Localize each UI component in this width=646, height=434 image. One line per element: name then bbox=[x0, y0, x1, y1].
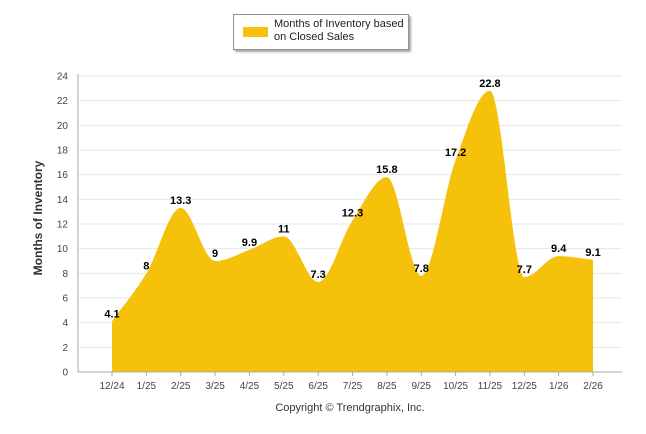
y-tick-22: 22 bbox=[57, 96, 69, 107]
y-tick-4: 4 bbox=[62, 318, 68, 329]
y-tick-18: 18 bbox=[57, 146, 69, 157]
data-label: 11 bbox=[278, 223, 290, 235]
x-tick-label: 6/25 bbox=[308, 381, 328, 392]
x-tick-label: 8/25 bbox=[377, 381, 397, 392]
y-tick-12: 12 bbox=[57, 220, 69, 231]
data-label: 17.2 bbox=[445, 147, 466, 159]
x-tick-labels: 12/24 1/25 2/25 3/25 4/25 5/25 6/25 7/25 8/25 9/2… bbox=[99, 381, 603, 392]
data-label: 7.3 bbox=[311, 269, 326, 281]
y-tick-20: 20 bbox=[57, 121, 69, 132]
data-label: 15.8 bbox=[376, 164, 397, 176]
x-tick-label: 7/25 bbox=[343, 381, 363, 392]
y-tick-10: 10 bbox=[57, 244, 69, 255]
data-label: 9.1 bbox=[585, 247, 600, 259]
x-tick-label: 9/25 bbox=[412, 381, 432, 392]
data-labels: 4.1 8 13.3 9 9.9 11 7.3 12.3 15.8 7.8 17.2 22.8 7.7 9… bbox=[104, 78, 600, 321]
y-tick-14: 14 bbox=[57, 195, 69, 206]
x-tick-label: 12/24 bbox=[99, 381, 124, 392]
y-axis-title: Months of Inventory bbox=[31, 160, 45, 275]
area-series bbox=[112, 90, 594, 373]
y-tick-0: 0 bbox=[62, 368, 68, 379]
x-tick-label: 2/26 bbox=[583, 381, 603, 392]
y-tick-8: 8 bbox=[62, 269, 68, 280]
data-label: 9.4 bbox=[551, 243, 567, 255]
data-label: 4.1 bbox=[104, 308, 119, 320]
legend-label: Months of Inventory based on Closed Sale… bbox=[274, 18, 404, 43]
x-tick-label: 2/25 bbox=[171, 381, 191, 392]
legend-swatch bbox=[243, 27, 268, 37]
y-tick-2: 2 bbox=[62, 343, 68, 354]
data-label: 9 bbox=[212, 248, 218, 260]
data-label: 13.3 bbox=[170, 195, 191, 207]
y-tick-24: 24 bbox=[57, 72, 69, 83]
y-tick-6: 6 bbox=[62, 294, 68, 305]
axes bbox=[77, 74, 622, 376]
x-tick-label: 12/25 bbox=[512, 381, 537, 392]
x-tick-label: 1/26 bbox=[549, 381, 569, 392]
x-tick-label: 3/25 bbox=[205, 381, 225, 392]
area-fill bbox=[112, 90, 594, 373]
x-tick-label: 1/25 bbox=[137, 381, 157, 392]
x-tick-label: 4/25 bbox=[240, 381, 260, 392]
x-tick-label: 11/25 bbox=[478, 381, 503, 392]
legend: Months of Inventory based on Closed Sale… bbox=[233, 14, 409, 50]
y-tick-16: 16 bbox=[57, 170, 69, 181]
data-label: 7.7 bbox=[517, 264, 532, 276]
data-label: 9.9 bbox=[242, 237, 257, 249]
data-label: 7.8 bbox=[414, 263, 429, 275]
x-tick-label: 5/25 bbox=[274, 381, 294, 392]
data-label: 8 bbox=[143, 260, 149, 272]
data-label: 12.3 bbox=[342, 207, 363, 219]
copyright-text: Copyright © Trendgraphix, Inc. bbox=[275, 402, 425, 414]
data-label: 22.8 bbox=[479, 78, 500, 90]
x-tick-label: 10/25 bbox=[443, 381, 468, 392]
